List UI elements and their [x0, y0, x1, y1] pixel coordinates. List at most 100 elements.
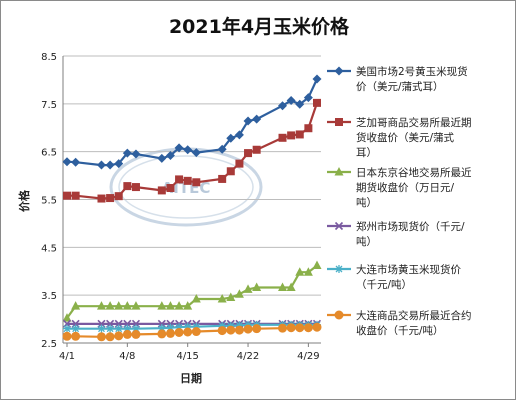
- data-point: [295, 130, 304, 139]
- legend-label: 美国市场2号黄玉米现货: [356, 65, 468, 78]
- legend-label: 芝加哥商品交易所最近期: [356, 116, 472, 129]
- data-point: [235, 159, 244, 168]
- legend-swatch-marker: [334, 310, 344, 320]
- data-point: [165, 328, 175, 338]
- data-point: [123, 324, 132, 333]
- legend-label: 吨）: [356, 196, 377, 209]
- data-point: [243, 284, 253, 293]
- legend-label: 郑州市场现货价（千元/: [356, 220, 465, 233]
- x-axis-ticks: 4/1 4/8 4/15 4/22 4/29: [59, 343, 320, 362]
- y-tick-label: 6.5: [41, 148, 57, 159]
- data-point: [217, 144, 227, 154]
- data-point: [157, 153, 167, 163]
- data-point: [96, 160, 106, 170]
- x-axis-title: 日期: [180, 371, 202, 385]
- data-point: [183, 145, 193, 155]
- data-point: [313, 98, 321, 107]
- data-point: [278, 101, 288, 111]
- data-point: [312, 322, 322, 332]
- x-tick-label: 4/1: [59, 351, 75, 362]
- data-point: [157, 329, 167, 339]
- data-point: [286, 282, 296, 292]
- data-point: [174, 143, 184, 153]
- data-point: [218, 174, 227, 183]
- data-point: [166, 323, 175, 332]
- data-point: [114, 192, 123, 201]
- y-tick-label: 7.5: [41, 100, 57, 111]
- data-point: [105, 301, 115, 310]
- legend-label: 价（美元/蒲式耳）: [356, 80, 444, 93]
- data-point: [157, 324, 166, 333]
- data-point: [243, 324, 253, 334]
- data-point: [96, 332, 106, 342]
- data-point: [166, 184, 175, 193]
- data-point: [252, 282, 262, 292]
- data-point: [131, 329, 141, 339]
- data-point: [303, 93, 313, 103]
- data-point: [191, 327, 201, 337]
- data-point: [217, 326, 227, 336]
- legend-label: （千元/吨）: [356, 278, 412, 291]
- series-line: [66, 264, 318, 319]
- data-point: [165, 301, 175, 310]
- data-point: [286, 95, 296, 105]
- legend-swatch-marker: [335, 265, 343, 273]
- data-point: [234, 289, 244, 298]
- data-point: [114, 331, 124, 341]
- data-point: [235, 321, 244, 330]
- legend-label: 货收盘价（美元/蒲式: [356, 131, 455, 144]
- data-point: [105, 332, 115, 342]
- data-point: [122, 148, 132, 158]
- series-1: [62, 74, 322, 170]
- y-axis-ticks: 2.5 3.5 4.5 5.5 6.5 7.5 8.5: [41, 52, 57, 350]
- data-point: [243, 116, 253, 126]
- data-point: [97, 324, 106, 333]
- data-point: [226, 133, 236, 143]
- data-point: [174, 327, 184, 337]
- y-tick-label: 8.5: [41, 52, 57, 63]
- legend-label: 耳）: [356, 147, 377, 159]
- series-2: [63, 98, 321, 203]
- data-point: [183, 301, 193, 310]
- data-point: [278, 323, 288, 333]
- series-3: [62, 260, 322, 322]
- series-line: [66, 78, 318, 167]
- y-tick-label: 3.5: [41, 291, 57, 302]
- data-point: [192, 322, 201, 331]
- data-point: [295, 99, 305, 109]
- data-point: [114, 324, 123, 333]
- data-point: [62, 313, 72, 322]
- data-point: [97, 194, 106, 203]
- legend-swatch-marker: [334, 66, 344, 76]
- x-tick-label: 4/29: [297, 351, 319, 362]
- data-point: [157, 186, 166, 195]
- y-tick-label: 4.5: [41, 243, 57, 254]
- data-point: [106, 194, 115, 203]
- x-tick-label: 4/8: [119, 351, 135, 362]
- data-point: [183, 176, 192, 185]
- data-point: [71, 331, 81, 341]
- data-point: [295, 267, 305, 276]
- data-point: [157, 301, 167, 310]
- x-tick-label: 4/15: [176, 351, 198, 362]
- data-point: [174, 301, 184, 310]
- series: [62, 74, 322, 342]
- data-point: [71, 324, 80, 333]
- legend-swatch-marker: [334, 167, 344, 176]
- legend-item: 郑州市场现货价（千元/吨）: [327, 220, 465, 248]
- data-point: [106, 324, 115, 333]
- data-point: [234, 130, 244, 140]
- data-point: [303, 323, 313, 333]
- legend-label: 收盘价（千元/吨）: [356, 324, 444, 337]
- legend-label: 日本东京谷地交易所最近: [356, 166, 472, 179]
- data-point: [71, 157, 81, 167]
- data-point: [63, 324, 71, 333]
- legend-swatch-marker: [335, 118, 343, 126]
- data-point: [191, 293, 201, 303]
- data-point: [252, 324, 262, 334]
- legend-item: 大连市场黄玉米现货价 （千元/吨）: [327, 263, 461, 291]
